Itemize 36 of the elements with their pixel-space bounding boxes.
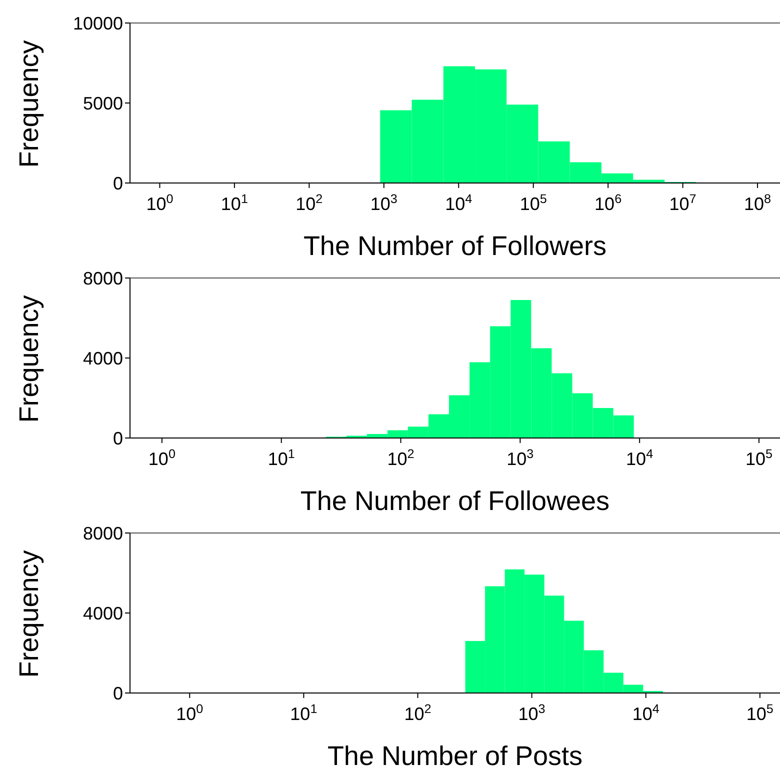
x-axis-title: The Number of Followees	[300, 486, 610, 516]
x-tick-label: 10$^{1}$	[268, 447, 295, 469]
y-tick-label: 4000	[82, 603, 123, 624]
x-tick-label: 10$^{1}$	[220, 192, 248, 214]
x-tick-label: 10$^{3}$	[370, 192, 398, 214]
x-axis-title: The Number of Followers	[303, 231, 607, 261]
x-tick-label: 10$^{4}$	[632, 702, 660, 724]
x-tick-label: 10$^{3}$	[506, 447, 534, 469]
x-tick-label: 10$^{7}$	[669, 192, 696, 214]
y-tick-label: 0	[112, 683, 123, 704]
x-tick-label: 10$^{5}$	[520, 192, 547, 214]
x-tick-label: 10$^{5}$	[746, 702, 774, 724]
y-tick-label: 5000	[82, 93, 123, 114]
x-tick-label: 10$^{0}$	[148, 447, 176, 469]
x-tick-label: 10$^{8}$	[744, 192, 772, 214]
y-axis-title: Frequency	[14, 550, 44, 678]
x-tick-label: 10$^{4}$	[626, 447, 654, 469]
x-tick-label: 10$^{2}$	[296, 192, 323, 214]
y-tick-label: 0	[112, 428, 123, 448]
y-tick-label: 8000	[82, 268, 123, 288]
x-tick-label: 10$^{0}$	[146, 192, 174, 214]
x-tick-label: 10$^{2}$	[404, 702, 432, 724]
y-tick-label: 0	[112, 173, 123, 194]
y-tick-label: 4000	[82, 348, 123, 368]
x-tick-label: 10$^{2}$	[387, 447, 414, 469]
y-axis-title: Frequency	[14, 294, 44, 423]
x-axis-title: The Number of Posts	[327, 741, 583, 771]
x-tick-label: 10$^{6}$	[594, 192, 622, 214]
x-tick-label: 10$^{4}$	[445, 192, 472, 214]
x-tick-label: 10$^{3}$	[518, 702, 546, 724]
y-tick-label: 8000	[82, 523, 123, 544]
y-tick-label: 10000	[72, 13, 123, 34]
y-axis-title: Frequency	[14, 40, 44, 168]
x-tick-label: 10$^{5}$	[745, 447, 772, 469]
x-tick-label: 10$^{0}$	[176, 702, 204, 724]
x-tick-label: 10$^{1}$	[290, 702, 318, 724]
